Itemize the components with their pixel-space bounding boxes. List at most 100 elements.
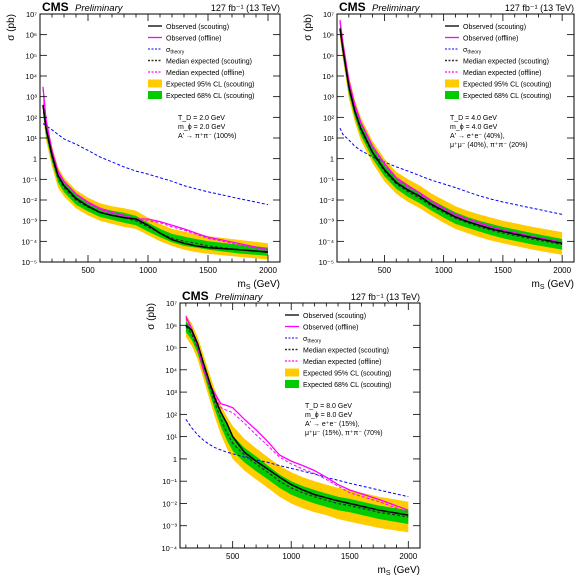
series-observed-scouting	[339, 28, 563, 245]
lumi-label: 127 fb⁻¹ (13 TeV)	[505, 3, 574, 13]
annotation-line: A' → e⁺e⁻ (15%),	[305, 421, 360, 428]
annotation-line: A' → π⁺π⁻ (100%)	[178, 133, 236, 140]
legend-entry: Observed (scouting)	[445, 24, 526, 31]
legend-entry: Median expected (scouting)	[445, 59, 549, 66]
x-tick-label: 2000	[399, 552, 417, 561]
y-tick-label: 10⁴	[25, 72, 37, 81]
legend-swatch	[285, 368, 299, 377]
legend-swatch	[148, 91, 162, 99]
annotation-line: m_ϕ = 4.0 GeV	[450, 124, 498, 131]
annotation-line: μ⁺μ⁻ (15%), π⁺π⁻ (70%)	[305, 430, 383, 437]
y-tick-label: 10⁻⁵	[319, 258, 334, 267]
legend-label: Expected 68% CL (scouting)	[303, 382, 391, 389]
legend-label: σtheory	[463, 47, 482, 56]
legend-label: Observed (offline)	[303, 325, 359, 332]
series-observed-offline	[339, 20, 563, 243]
y-tick-label: 10⁻⁴	[318, 237, 334, 246]
legend-entry: Expected 68% CL (scouting)	[445, 91, 551, 100]
series-median-scouting	[185, 325, 409, 518]
legend-label: Expected 68% CL (scouting)	[166, 93, 254, 100]
x-tick-label: 1500	[199, 266, 217, 275]
plot-area	[339, 17, 563, 255]
legend-entry: Median expected (offline)	[445, 70, 541, 77]
legend-entry: σtheory	[285, 336, 322, 345]
series-theory	[339, 127, 563, 215]
y-tick-label: 10⁻²	[162, 499, 177, 508]
legend: Observed (scouting) Observed (offline) σth…	[148, 24, 254, 100]
legend-label: Expected 95% CL (scouting)	[303, 371, 391, 378]
legend-entry: Median expected (scouting)	[285, 348, 389, 355]
legend-entry: Observed (offline)	[285, 325, 359, 332]
legend-entry: Expected 95% CL (scouting)	[285, 368, 391, 378]
y-tick-label: 10³	[323, 93, 334, 102]
x-tick-label: 1000	[435, 266, 453, 275]
annotation: T_D = 4.0 GeV m_ϕ = 4.0 GeV A' → e⁺e⁻ (40%…	[450, 115, 528, 149]
y-tick-label: 10⁻⁴	[21, 237, 37, 246]
legend-entry: Expected 68% CL (scouting)	[148, 91, 254, 100]
y-tick-label: 10⁻³	[162, 522, 177, 531]
y-axis-title: σ (pb)	[6, 14, 17, 41]
legend-label: Observed (scouting)	[166, 24, 229, 31]
plot-frame	[179, 302, 421, 549]
legend-entry: Expected 68% CL (scouting)	[285, 380, 391, 389]
y-tick-label: 10²	[166, 410, 177, 419]
legend-swatch	[445, 91, 459, 99]
legend-label: σtheory	[166, 47, 185, 56]
y-tick-label: 10⁴	[322, 72, 334, 81]
series-theory	[42, 123, 269, 206]
preliminary-label: Preliminary	[75, 3, 124, 14]
y-tick-label: 10⁷	[166, 299, 177, 308]
legend-swatch	[148, 79, 162, 88]
legend-label: Observed (offline)	[166, 36, 222, 43]
band-95-scouting	[43, 96, 268, 260]
y-tick-label: 10⁷	[26, 10, 37, 19]
legend-label: Median expected (offline)	[166, 70, 244, 77]
legend-entry: Expected 95% CL (scouting)	[148, 79, 254, 89]
y-tick-label: 10⁴	[165, 366, 177, 375]
x-tick-label: 1000	[139, 266, 157, 275]
y-tick-label: 10⁻⁴	[161, 544, 177, 553]
y-tick-label: 10⁻³	[22, 217, 37, 226]
legend-entry: σtheory	[445, 47, 482, 56]
series-observed-offline	[42, 86, 269, 251]
y-tick-label: 10⁻¹	[319, 175, 334, 184]
annotation-line: T_D = 4.0 GeV	[450, 115, 497, 122]
chart-panel-3: 500 1000 1500 2000 10⁻⁴ 10⁻³ 10⁻² 10⁻¹ 1 10¹ 10² 10…	[146, 289, 421, 575]
legend-entry: Observed (offline)	[445, 36, 519, 43]
x-tick-label: 500	[81, 266, 95, 275]
annotation-line: A' → e⁺e⁻ (40%),	[450, 133, 505, 140]
y-tick-label: 10⁶	[323, 31, 334, 40]
x-axis-title: mS (GeV)	[532, 279, 574, 291]
y-tick-label: 10²	[26, 113, 37, 122]
y-tick-label: 10³	[166, 388, 177, 397]
legend-label: Expected 68% CL (scouting)	[463, 93, 551, 100]
series-observed-scouting	[42, 104, 269, 253]
legend-label: Median expected (offline)	[303, 359, 381, 366]
y-tick-label: 10³	[26, 93, 37, 102]
y-tick-label: 10¹	[26, 134, 37, 143]
chart-panel-1: 500 1000 1500 2000 10⁻⁵ 10⁻⁴ 10⁻³ 10⁻² 10⁻¹ 1 10¹ 1…	[6, 0, 281, 291]
legend-label: Median expected (offline)	[463, 70, 541, 77]
legend: Observed (scouting) Observed (offline) σth…	[445, 24, 551, 100]
legend-entry: Observed (scouting)	[148, 24, 229, 31]
series-observed-offline	[185, 316, 409, 511]
legend-swatch	[445, 79, 459, 88]
annotation-line: m_ϕ = 8.0 GeV	[305, 412, 353, 419]
legend-entry: Observed (offline)	[148, 36, 222, 43]
legend-entry: σtheory	[148, 47, 185, 56]
series-median-scouting	[42, 106, 269, 253]
annotation-line: T_D = 8.0 GeV	[305, 403, 352, 410]
y-tick-label: 10²	[323, 113, 334, 122]
legend-label: Median expected (scouting)	[303, 348, 389, 355]
x-tick-label: 1500	[494, 266, 512, 275]
series-observed-scouting	[185, 324, 409, 516]
plot-area	[42, 86, 269, 260]
x-tick-label: 500	[226, 552, 240, 561]
y-tick-label: 10⁶	[166, 321, 177, 330]
y-tick-label: 10⁻¹	[22, 175, 37, 184]
y-tick-label: 1	[173, 455, 177, 464]
y-tick-label: 10⁻²	[319, 196, 334, 205]
annotation-line: m_ϕ = 2.0 GeV	[178, 124, 226, 131]
cms-label: CMS	[182, 289, 209, 303]
legend-label: Median expected (scouting)	[166, 59, 252, 66]
